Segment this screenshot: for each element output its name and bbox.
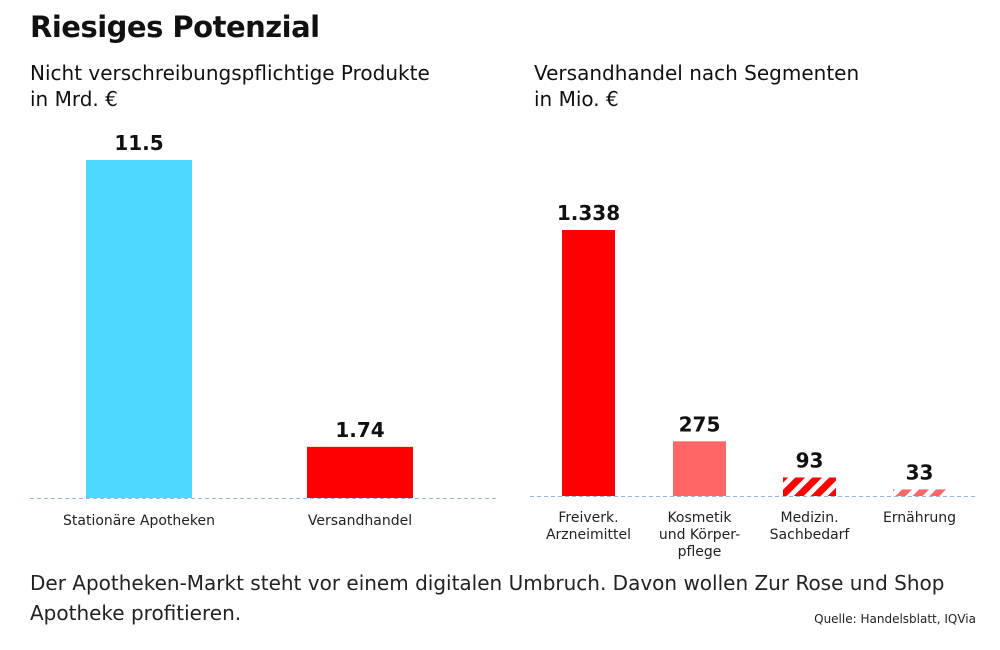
bar-0-1: [307, 446, 413, 498]
data-label-1-3: 33: [906, 460, 934, 484]
data-label-1-2: 93: [796, 449, 824, 473]
category-label-1-0: Freiverk. Arzneimittel: [546, 510, 631, 543]
data-label-1-1: 275: [679, 412, 721, 436]
data-label-1-0: 1.338: [557, 201, 620, 225]
category-label-1-3: Ernährung: [883, 510, 956, 526]
category-label-0-1: Versandhandel: [308, 513, 412, 529]
right-chart-title: Versandhandel nach Segmenten in Mio. €: [534, 61, 860, 111]
page-title: Riesiges Potenzial: [30, 10, 320, 44]
bar-0-0: [86, 160, 192, 498]
bar-1-1: [673, 441, 726, 496]
left-chart-title: Nicht verschreibungspflichtige Produkte …: [30, 61, 430, 111]
source-note: Quelle: Handelsblatt, IQVia: [814, 612, 976, 626]
data-label-0-1: 1.74: [335, 418, 384, 442]
bar-1-2: [783, 477, 836, 496]
category-label-1-2: Medizin. Sachbedarf: [770, 510, 851, 543]
bar-1-0: [562, 230, 615, 496]
category-label-0-0: Stationäre Apotheken: [63, 513, 215, 529]
category-label-1-1: Kosmetik und Körper-pflege: [659, 510, 740, 560]
data-label-0-0: 11.5: [114, 131, 163, 155]
footer-text: Der Apotheken-Markt steht vor einem digi…: [30, 571, 945, 625]
bar-1-3: [893, 489, 946, 496]
